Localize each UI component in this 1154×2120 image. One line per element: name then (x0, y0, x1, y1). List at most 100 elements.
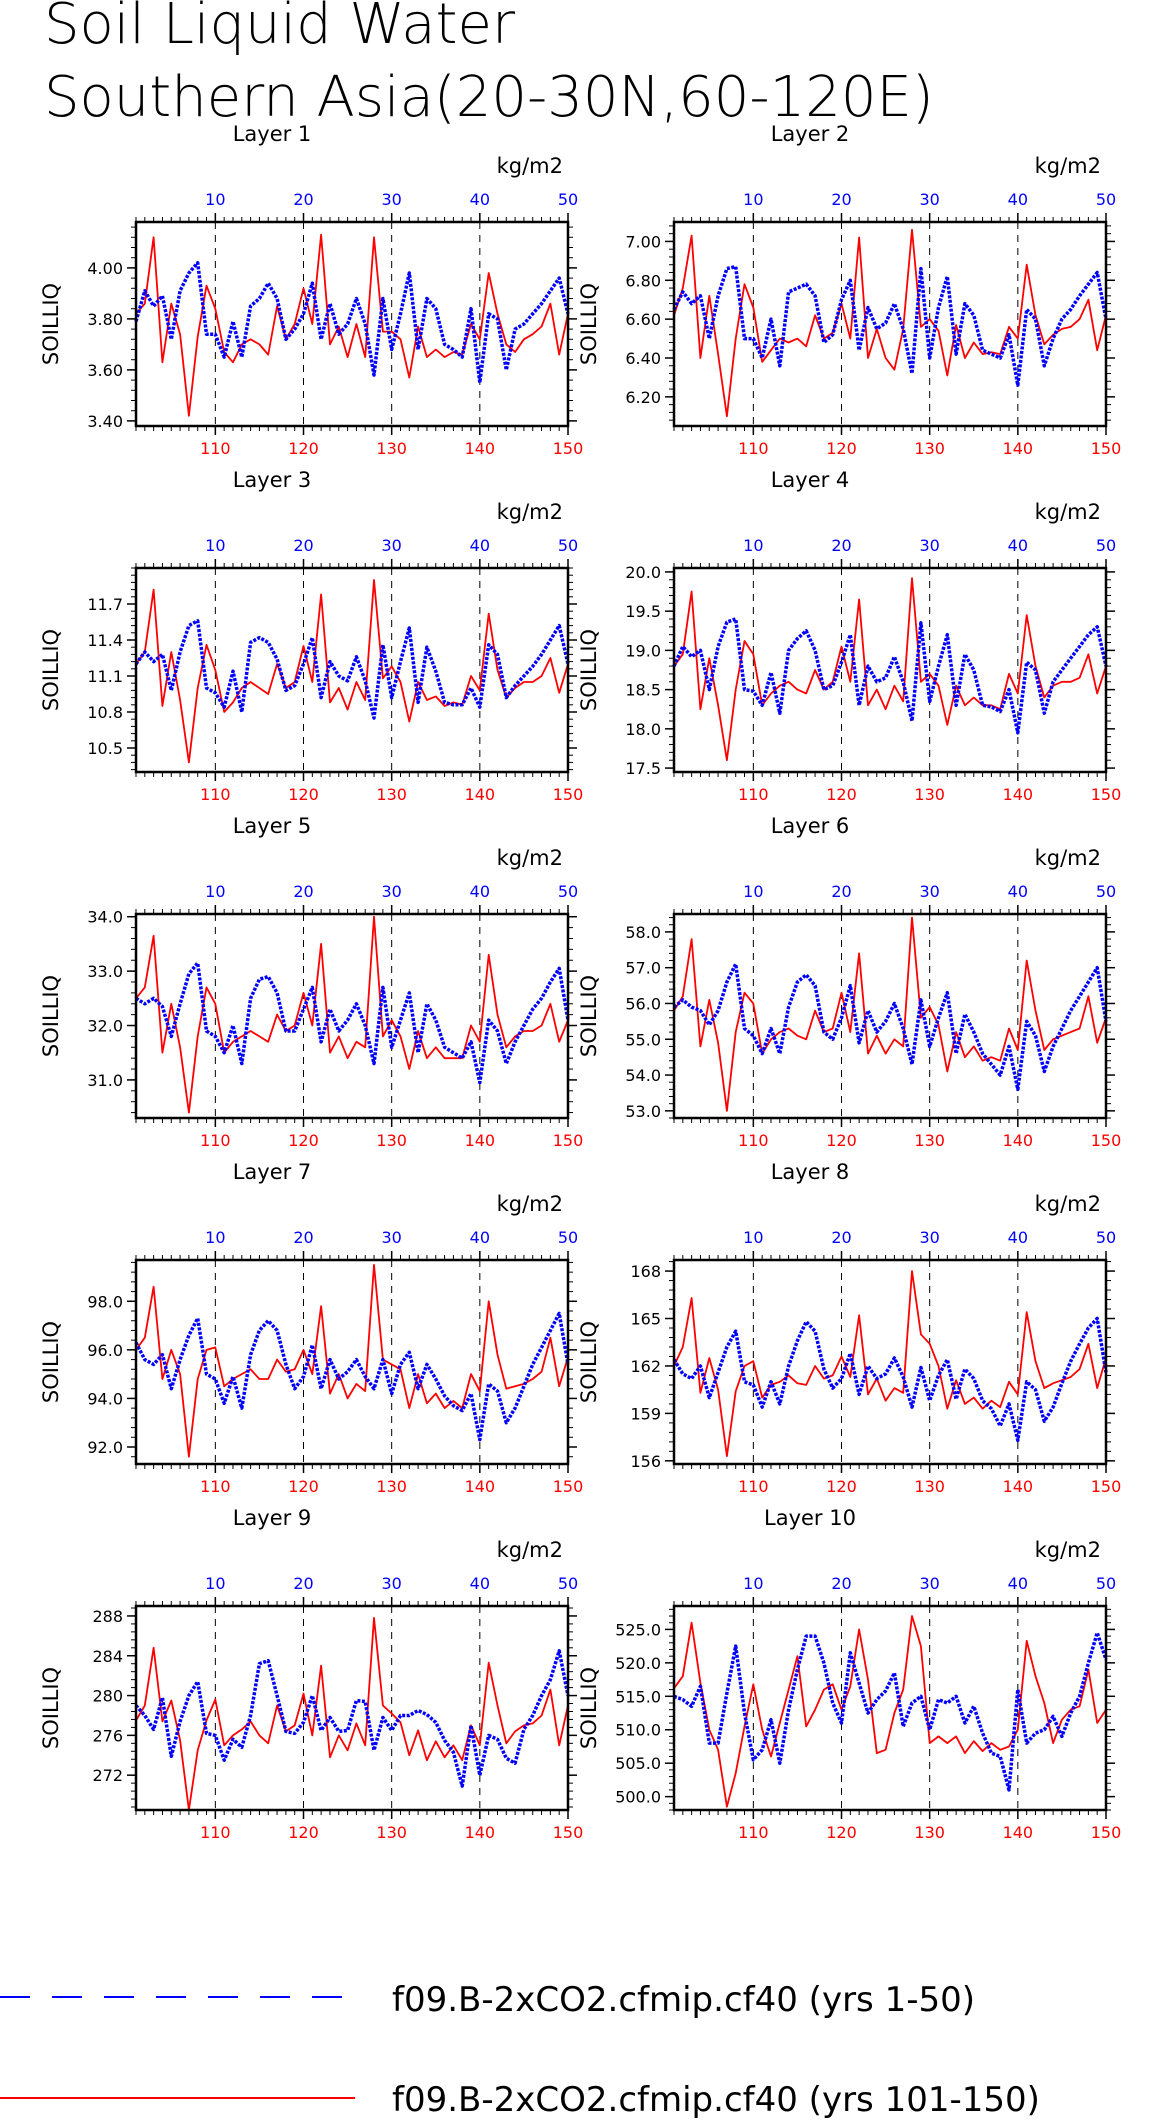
x-top-tick-label: 40 (1008, 536, 1028, 555)
y-tick-label: 515.0 (615, 1687, 661, 1706)
x-top-tick-label: 10 (205, 190, 225, 209)
y-tick-label: 17.5 (625, 759, 661, 778)
top-axis-unit: kg/m2 (497, 846, 563, 870)
x-bottom-tick-label: 140 (1003, 1823, 1034, 1842)
series-line-yrs-1-50 (135, 961, 570, 1085)
y-axis-label: SOILLIQ (577, 1321, 601, 1403)
y-tick-label: 98.0 (87, 1292, 123, 1311)
x-bottom-tick-label: 150 (553, 1131, 584, 1150)
y-tick-label: 54.0 (625, 1066, 661, 1085)
y-tick-label: 159 (630, 1404, 661, 1423)
plot-frame (134, 1604, 570, 1812)
y-axis-label: SOILLIQ (39, 1667, 63, 1749)
x-top-tick-label: 20 (831, 536, 851, 555)
x-top-tick-label: 30 (919, 1228, 939, 1247)
y-axis-label: SOILLIQ (39, 629, 63, 711)
series-line-yrs-101-150 (673, 577, 1107, 762)
x-bottom-tick-label: 110 (738, 1823, 769, 1842)
y-tick-label: 276 (92, 1726, 123, 1745)
series-line-yrs-1-50 (672, 962, 1108, 1092)
x-bottom-tick-label: 130 (376, 1131, 407, 1150)
plot-frame (672, 912, 1108, 1120)
top-axis-unit: kg/m2 (1035, 846, 1101, 870)
x-bottom-tick-label: 150 (553, 1477, 584, 1496)
x-top-tick-label: 50 (1096, 1574, 1116, 1593)
y-tick-label: 96.0 (87, 1341, 123, 1360)
y-tick-label: 92.0 (87, 1438, 123, 1457)
series-line-yrs-101-150 (135, 1264, 569, 1458)
y-tick-label: 3.60 (87, 361, 123, 380)
series-line-yrs-101-150 (673, 1270, 1107, 1457)
panel-title: Layer 6 (771, 814, 850, 838)
y-tick-label: 6.20 (625, 388, 661, 407)
y-tick-label: 11.1 (87, 667, 123, 686)
y-tick-label: 272 (92, 1766, 123, 1785)
y-axis-label: SOILLIQ (577, 629, 601, 711)
series-line-yrs-1-50 (672, 1316, 1108, 1443)
y-tick-label: 32.0 (87, 1017, 123, 1036)
top-axis-unit: kg/m2 (1035, 154, 1101, 178)
x-top-tick-label: 30 (381, 882, 401, 901)
chart-panel-layer-1: Layer 1 kg/m2 110 120 130 140 150 10 20 30 40 50 3.4… (39, 122, 583, 458)
x-top-tick-label: 40 (470, 190, 490, 209)
top-axis-unit: kg/m2 (497, 154, 563, 178)
chart-panel-layer-6: Layer 6 kg/m2 110 120 130 140 150 10 20 30 40 50 53.… (577, 814, 1121, 1150)
chart-panel-layer-5: Layer 5 kg/m2 110 120 130 140 150 10 20 30 40 50 31.… (39, 814, 583, 1150)
panel-title: Layer 3 (233, 468, 312, 492)
y-tick-label: 58.0 (625, 923, 661, 942)
x-top-tick-label: 10 (743, 190, 763, 209)
x-top-tick-label: 20 (293, 1574, 313, 1593)
panel-title: Layer 1 (233, 122, 312, 146)
plot-frame (672, 1604, 1108, 1812)
y-tick-label: 31.0 (87, 1071, 123, 1090)
plot-frame (134, 912, 570, 1120)
x-top-tick-label: 40 (470, 1228, 490, 1247)
x-top-tick-label: 10 (205, 1574, 225, 1593)
x-bottom-tick-label: 120 (826, 1477, 857, 1496)
x-top-tick-label: 50 (558, 1574, 578, 1593)
y-tick-label: 156 (630, 1452, 661, 1471)
y-axis-label: SOILLIQ (577, 975, 601, 1057)
x-bottom-tick-label: 120 (288, 785, 319, 804)
y-tick-label: 505.0 (615, 1754, 661, 1773)
x-top-tick-label: 20 (293, 190, 313, 209)
y-tick-label: 19.5 (625, 602, 661, 621)
chart-panel-layer-2: Layer 2 kg/m2 110 120 130 140 150 10 20 30 40 50 6.2… (577, 122, 1121, 458)
series-line-yrs-1-50 (672, 617, 1108, 735)
x-top-tick-label: 50 (558, 1228, 578, 1247)
y-tick-label: 6.80 (625, 271, 661, 290)
y-tick-label: 3.80 (87, 310, 123, 329)
y-tick-label: 18.0 (625, 720, 661, 739)
x-top-tick-label: 10 (205, 882, 225, 901)
x-top-tick-label: 10 (743, 1228, 763, 1247)
x-top-tick-label: 30 (381, 536, 401, 555)
x-bottom-tick-label: 110 (200, 439, 231, 458)
y-tick-label: 10.8 (87, 703, 123, 722)
x-bottom-tick-label: 110 (200, 1477, 231, 1496)
x-bottom-tick-label: 140 (465, 785, 496, 804)
x-bottom-tick-label: 140 (1003, 1477, 1034, 1496)
x-top-tick-label: 10 (743, 882, 763, 901)
x-bottom-tick-label: 120 (826, 1131, 857, 1150)
y-tick-label: 520.0 (615, 1654, 661, 1673)
series-line-yrs-101-150 (673, 228, 1107, 418)
x-top-tick-label: 50 (1096, 882, 1116, 901)
x-top-tick-label: 50 (558, 882, 578, 901)
panel-title: Layer 8 (771, 1160, 850, 1184)
x-top-tick-label: 10 (205, 1228, 225, 1247)
top-axis-unit: kg/m2 (1035, 1538, 1101, 1562)
x-bottom-tick-label: 130 (914, 785, 945, 804)
x-bottom-tick-label: 140 (465, 1823, 496, 1842)
series-line-yrs-1-50 (673, 1631, 1108, 1792)
y-tick-label: 57.0 (625, 959, 661, 978)
x-bottom-tick-label: 150 (553, 1823, 584, 1842)
series-line-yrs-101-150 (673, 1615, 1107, 1808)
x-top-tick-label: 30 (381, 1228, 401, 1247)
x-top-tick-label: 10 (205, 536, 225, 555)
x-bottom-tick-label: 150 (553, 785, 584, 804)
x-top-tick-label: 20 (293, 536, 313, 555)
panel-title: Layer 4 (771, 468, 850, 492)
y-tick-label: 6.40 (625, 349, 661, 368)
y-tick-label: 4.00 (87, 259, 123, 278)
